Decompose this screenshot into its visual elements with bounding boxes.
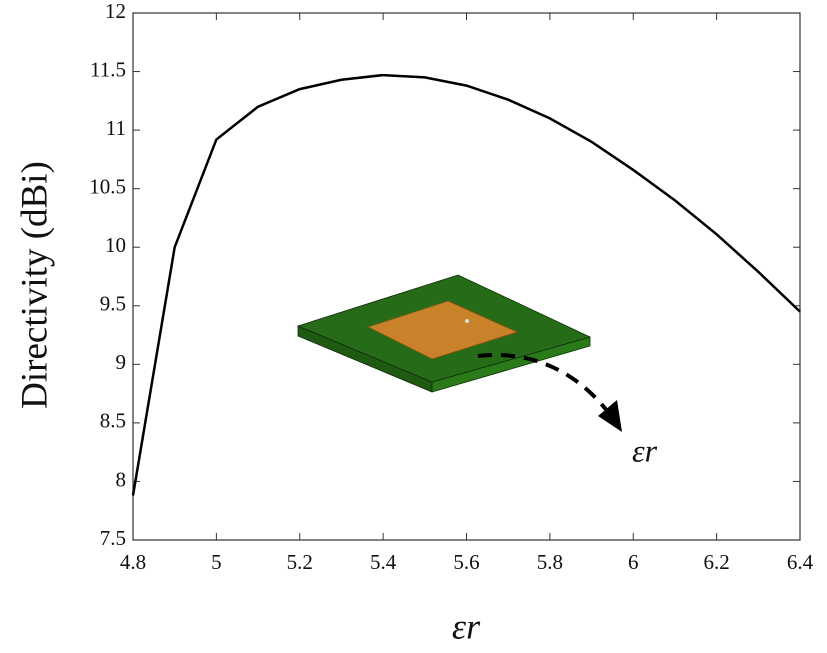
x-axis-label: εr [452,606,481,646]
y-tick-label: 8 [116,467,127,491]
x-tick-label: 6 [628,550,639,574]
x-tick-label: 6.2 [704,550,730,574]
data-line [131,73,801,496]
y-tick-label: 11.5 [90,57,126,81]
annotation: εr [632,432,658,468]
y-tick-label: 10.5 [89,174,126,198]
feed-point [465,319,469,323]
arrow-head [598,400,622,432]
y-tick-label: 12 [105,0,126,23]
x-tick-label: 6.4 [787,550,814,574]
plot-frame [132,12,801,541]
y-tick-label: 8.5 [100,409,126,433]
x-tick-label: 5.4 [370,550,397,574]
arrow [477,353,610,414]
x-tick-label: 5.6 [453,550,479,574]
y-axis-label: Directivity (dBi) [14,161,55,409]
y-tick-label: 7.5 [100,526,126,550]
x-tick-label: 4.8 [120,550,146,574]
y-tick-label: 9 [116,350,127,374]
x-tick-label: 5 [211,550,222,574]
y-tick-label: 11 [106,116,126,140]
x-tick-label: 5.2 [287,550,313,574]
x-tick-label: 5.8 [537,550,563,574]
y-tick-label: 10 [105,233,126,257]
patch [366,300,519,360]
y-tick-label: 9.5 [100,292,126,316]
antenna-inset [296,274,622,432]
